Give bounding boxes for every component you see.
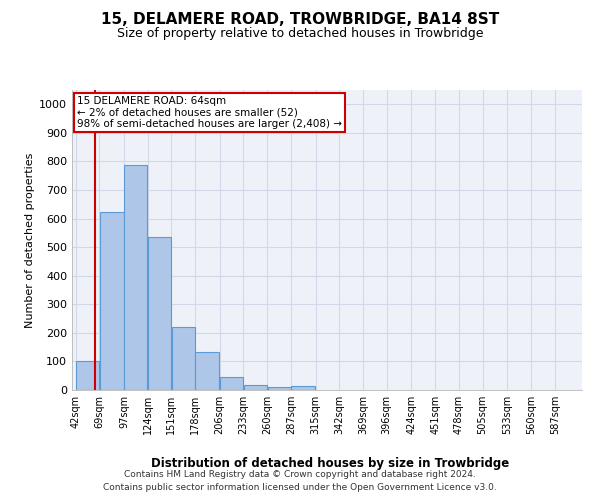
Text: Contains public sector information licensed under the Open Government Licence v3: Contains public sector information licen… <box>103 484 497 492</box>
Y-axis label: Number of detached properties: Number of detached properties <box>25 152 35 328</box>
Bar <box>220 378 243 390</box>
Bar <box>196 352 220 390</box>
Text: Size of property relative to detached houses in Trowbridge: Size of property relative to detached ho… <box>117 28 483 40</box>
Bar <box>100 212 124 390</box>
Bar <box>148 236 171 390</box>
Text: 15 DELAMERE ROAD: 64sqm
← 2% of detached houses are smaller (52)
98% of semi-det: 15 DELAMERE ROAD: 64sqm ← 2% of detached… <box>77 96 342 129</box>
Bar <box>172 326 195 390</box>
Bar <box>76 360 99 390</box>
Bar <box>268 387 290 390</box>
Bar <box>292 386 315 390</box>
Text: Contains HM Land Registry data © Crown copyright and database right 2024.: Contains HM Land Registry data © Crown c… <box>124 470 476 479</box>
Text: Distribution of detached houses by size in Trowbridge: Distribution of detached houses by size … <box>151 458 509 470</box>
Bar <box>124 165 147 390</box>
Bar <box>244 385 267 390</box>
Text: 15, DELAMERE ROAD, TROWBRIDGE, BA14 8ST: 15, DELAMERE ROAD, TROWBRIDGE, BA14 8ST <box>101 12 499 28</box>
